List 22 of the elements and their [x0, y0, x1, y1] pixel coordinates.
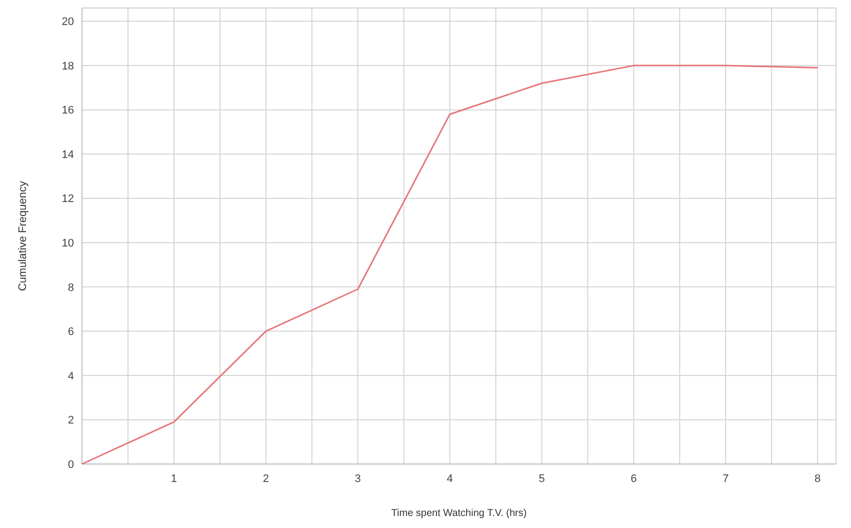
- x-tick-label: 6: [630, 473, 637, 485]
- x-tick-label: 4: [446, 473, 453, 485]
- x-tick-label: 5: [538, 473, 545, 485]
- x-axis-title: Time spent Watching T.V. (hrs): [391, 508, 527, 519]
- y-tick-label: 6: [68, 326, 74, 338]
- y-tick-label: 2: [68, 414, 74, 427]
- y-tick-label: 16: [62, 104, 74, 117]
- y-tick-label: 0: [68, 458, 74, 471]
- line-series: [81, 64, 818, 465]
- x-tick-label: 8: [814, 473, 821, 485]
- y-axis-title: Cumulative Frequency: [17, 180, 29, 292]
- y-tick-label: 8: [68, 282, 74, 294]
- y-tick-label: 4: [68, 370, 74, 382]
- y-tick-label: 10: [62, 237, 74, 250]
- x-tick-label: 7: [722, 473, 729, 485]
- x-tick-label: 1: [170, 473, 178, 485]
- y-tick-label: 20: [62, 16, 74, 28]
- y-tick-label: 12: [62, 193, 74, 206]
- y-tick-label: 18: [62, 60, 74, 72]
- x-tick-label: 2: [262, 473, 269, 485]
- x-tick-label: 3: [354, 473, 361, 485]
- y-tick-label: 14: [62, 148, 74, 161]
